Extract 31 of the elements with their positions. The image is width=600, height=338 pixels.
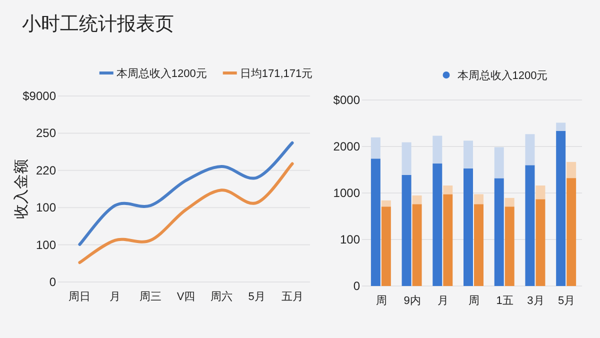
x-tick-label: 周 [468, 295, 480, 307]
x-tick-label: 5月 [558, 295, 576, 307]
x-tick-label: 3月 [527, 295, 544, 307]
legend: 本周总收入1200元 [442, 70, 548, 82]
x-tick-label: 周三 [140, 291, 162, 303]
x-tick-label: 周六 [210, 290, 232, 303]
x-tick-label: 周日 [68, 291, 91, 303]
x-tick-label: V四 [176, 291, 196, 303]
x-tick-label: 周 [376, 295, 387, 307]
text: 100 [36, 200, 56, 215]
text: 220 [36, 163, 56, 178]
x-tick-label: 五月 [281, 291, 304, 303]
text: 100 [36, 238, 56, 252]
text: 100 [340, 232, 360, 246]
x-tick-label: 月 [110, 291, 121, 303]
text: $9000 [22, 89, 56, 103]
text: 250 [36, 126, 56, 140]
legend-label: 本周总收入1200元 [457, 69, 548, 82]
text: 2000 [333, 140, 360, 154]
x-tick-label: 月 [438, 295, 449, 307]
x-tick-label: 9内 [404, 294, 421, 307]
text: $000 [333, 93, 360, 107]
text: 0 [49, 275, 56, 289]
y-axis-title: 收入金额 [13, 159, 30, 219]
legend-label: 本周总收入1200元 [116, 67, 207, 80]
title: 小时工统计报表页 [22, 14, 174, 35]
x-tick-label: 5月 [248, 291, 266, 303]
x-tick-label: 1五 [496, 295, 514, 307]
text: 0 [353, 279, 360, 293]
text: 1000 [333, 186, 360, 200]
legend-label: 日均171,171元 [240, 68, 313, 80]
